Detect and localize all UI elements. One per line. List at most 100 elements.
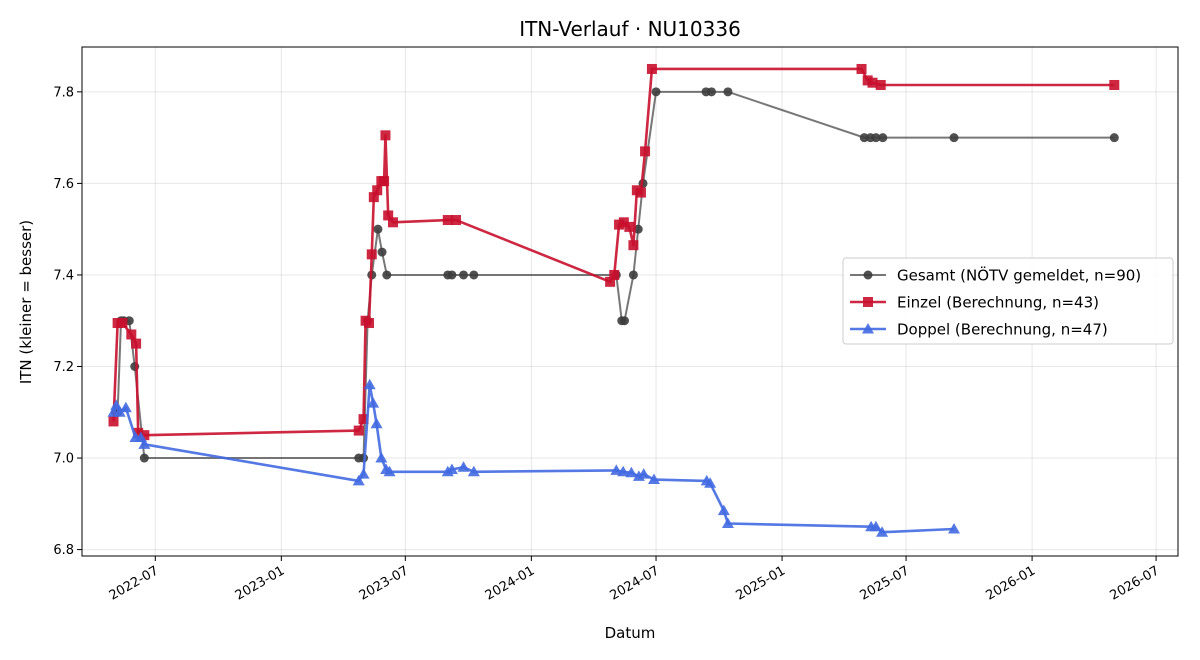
y-tick-label: 6.8 (53, 543, 74, 558)
data-point (138, 438, 151, 449)
x-tick-label: 2026-01 (984, 563, 1039, 603)
data-point (856, 63, 867, 74)
data-point (375, 452, 388, 463)
data-point (469, 270, 479, 280)
data-point (723, 87, 733, 97)
data-point (878, 133, 888, 143)
y-tick-label: 7.2 (53, 360, 74, 375)
data-point (620, 316, 630, 326)
data-point (352, 474, 365, 486)
y-axis-label: ITN (kleiner = besser) (17, 220, 35, 384)
data-point (377, 247, 387, 257)
data-point (373, 224, 383, 234)
data-point (640, 146, 651, 157)
data-point (610, 464, 623, 475)
legend-marker (862, 323, 874, 334)
data-point (382, 270, 392, 280)
plot-area (107, 63, 1120, 537)
data-point (442, 215, 453, 226)
series-2 (108, 63, 1120, 441)
y-tick-label: 7.4 (53, 268, 74, 283)
legend-box (842, 257, 1174, 345)
x-tick-label: 2025-01 (734, 563, 789, 603)
data-point (372, 185, 383, 196)
data-point (387, 217, 398, 228)
data-point (704, 477, 717, 488)
data-point (131, 338, 142, 349)
data-point (370, 417, 383, 429)
data-point (651, 87, 661, 97)
axes-frame (81, 46, 1179, 557)
data-point (358, 414, 369, 425)
data-point (876, 526, 889, 537)
x-tick-label: 2026-07 (1108, 563, 1163, 603)
y-tick-label: 7.6 (53, 177, 74, 192)
legend-marker (863, 297, 873, 307)
x-tick-label: 2024-07 (607, 563, 662, 603)
data-point (108, 416, 119, 427)
data-point (617, 465, 630, 477)
data-point (635, 187, 646, 198)
data-point (366, 249, 377, 260)
data-point (447, 270, 457, 280)
data-point (875, 79, 886, 90)
data-point (368, 192, 379, 203)
data-point (445, 463, 458, 474)
x-axis-label: Datum (605, 624, 656, 642)
data-point (1109, 133, 1119, 143)
data-point (126, 329, 137, 340)
data-point (646, 63, 657, 74)
x-tick-label: 2025-07 (858, 563, 913, 603)
y-tick-label: 7.0 (53, 452, 74, 467)
data-point (948, 522, 961, 534)
x-tick-label: 2024-01 (483, 563, 538, 603)
data-point (119, 401, 132, 413)
data-point (717, 504, 730, 516)
data-point (647, 473, 660, 485)
data-point (451, 215, 462, 226)
data-point (139, 453, 149, 463)
data-point (379, 176, 390, 187)
legend-marker (863, 270, 873, 280)
data-point (721, 517, 734, 529)
data-point (467, 465, 480, 477)
data-point (637, 468, 650, 479)
data-point (363, 378, 376, 390)
data-point (459, 270, 469, 280)
data-point (949, 133, 959, 143)
data-point (609, 269, 620, 280)
data-point (605, 276, 616, 287)
data-point (357, 468, 370, 479)
data-point (383, 465, 396, 477)
data-point (618, 217, 629, 228)
legend: Gesamt (NÖTV gemeldet, n=90) Einzel (Bere… (842, 257, 1174, 345)
data-point (113, 406, 126, 417)
data-point (859, 133, 869, 143)
legend-label: Einzel (Berechnung, n=43) (897, 294, 1099, 312)
data-point (869, 520, 882, 532)
data-point (633, 224, 643, 234)
data-point (1109, 79, 1120, 90)
data-point (871, 133, 881, 143)
data-point (867, 77, 878, 88)
data-point (624, 221, 635, 232)
chart-title: ITN-Verlauf · NU10336 (519, 17, 741, 41)
data-point (628, 240, 639, 251)
y-tick-label: 7.8 (53, 85, 74, 100)
series-3 (107, 378, 961, 537)
x-tick-label: 2023-01 (233, 563, 288, 603)
legend-entry: Einzel (Berechnung, n=43) (850, 294, 1099, 312)
data-point (133, 427, 144, 438)
data-point (380, 130, 391, 141)
data-point (367, 397, 380, 408)
data-point (364, 318, 375, 329)
data-point (139, 430, 150, 441)
data-point (383, 210, 394, 221)
series-line (115, 90, 1115, 460)
legend-entry: Doppel (Berechnung, n=47) (850, 321, 1108, 339)
x-tick-label: 2022-07 (107, 563, 162, 603)
data-point (707, 87, 717, 97)
data-point (353, 425, 364, 436)
data-point (117, 318, 128, 329)
